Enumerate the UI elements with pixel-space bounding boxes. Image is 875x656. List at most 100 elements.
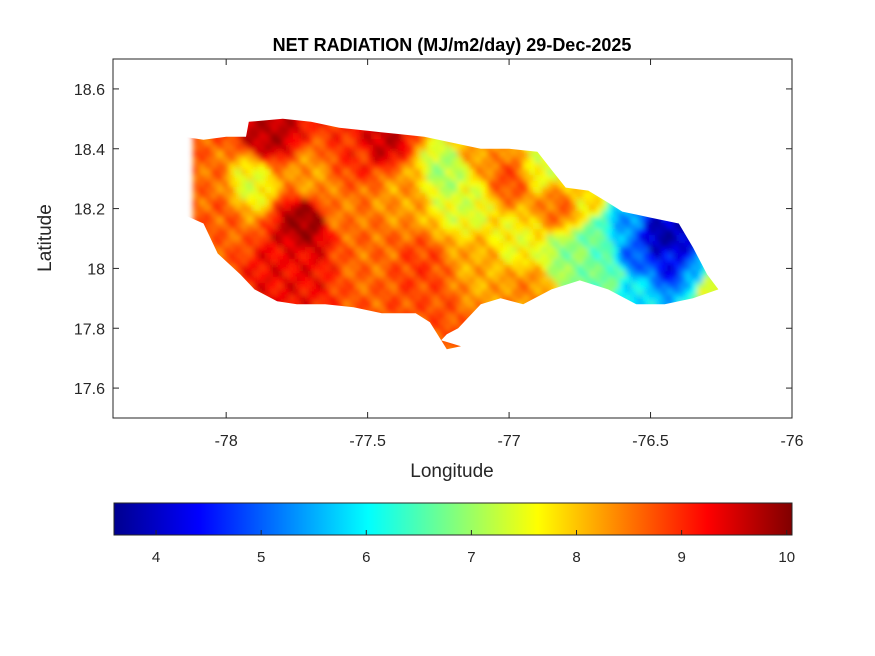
heatmap-cell — [613, 289, 620, 296]
heatmap-cell — [667, 289, 674, 296]
heatmap-cell — [397, 223, 404, 230]
heatmap-cell — [307, 295, 314, 302]
heatmap-cell — [415, 259, 422, 266]
heatmap-cell — [493, 289, 500, 296]
heatmap-cell — [475, 187, 482, 194]
heatmap-cell — [205, 157, 212, 164]
heatmap-cell — [373, 259, 380, 266]
heatmap-cell — [379, 217, 386, 224]
heatmap-cell — [301, 127, 308, 134]
heatmap-cell — [397, 271, 404, 278]
heatmap-cell — [319, 193, 326, 200]
heatmap-cell — [397, 235, 404, 242]
heatmap-cell — [505, 259, 512, 266]
heatmap-cell — [691, 259, 698, 266]
heatmap-cell — [613, 253, 620, 260]
heatmap-cell — [319, 217, 326, 224]
heatmap-cell — [499, 205, 506, 212]
heatmap-cell — [451, 325, 458, 332]
heatmap-cell — [367, 157, 374, 164]
heatmap-cell — [481, 247, 488, 254]
heatmap-cell — [463, 229, 470, 236]
heatmap-cell — [559, 277, 566, 284]
heatmap-cell — [433, 265, 440, 272]
heatmap-cell — [265, 163, 272, 170]
heatmap-cell — [235, 217, 242, 224]
heatmap-cell — [373, 187, 380, 194]
heatmap-cell — [337, 271, 344, 278]
heatmap-cell — [229, 253, 236, 260]
heatmap-cell — [361, 241, 368, 248]
heatmap-cell — [565, 253, 572, 260]
heatmap-cell — [409, 307, 416, 314]
heatmap-cell — [451, 277, 458, 284]
heatmap-cell — [253, 223, 260, 230]
heatmap-cell — [457, 199, 464, 206]
heatmap-cell — [361, 265, 368, 272]
heatmap-cell — [277, 217, 284, 224]
heatmap-cell — [223, 241, 230, 248]
heatmap-cell — [427, 175, 434, 182]
heatmap-cell — [343, 253, 350, 260]
heatmap-cell — [361, 127, 368, 134]
heatmap-cell — [571, 211, 578, 218]
heatmap-cell — [367, 133, 374, 140]
heatmap-cell — [445, 211, 452, 218]
heatmap-cell — [439, 193, 446, 200]
heatmap-cell — [229, 139, 236, 146]
heatmap-cell — [481, 271, 488, 278]
heatmap-cell — [325, 271, 332, 278]
heatmap-cell — [283, 265, 290, 272]
heatmap-cell — [433, 169, 440, 176]
heatmap-cell — [205, 181, 212, 188]
heatmap-cell — [367, 295, 374, 302]
heatmap-cell — [319, 133, 326, 140]
heatmap-cell — [307, 289, 314, 296]
heatmap-cell — [223, 163, 230, 170]
heatmap-cell — [523, 181, 530, 188]
heatmap-cell — [355, 133, 362, 140]
heatmap-cell — [619, 241, 626, 248]
heatmap-cell — [523, 199, 530, 206]
heatmap-cell — [529, 199, 536, 206]
heatmap-cell — [331, 223, 338, 230]
heatmap-cell — [553, 175, 560, 182]
heatmap-cell — [469, 259, 476, 266]
heatmap-cell — [307, 169, 314, 176]
heatmap-cell — [307, 151, 314, 158]
heatmap-cell — [451, 151, 458, 158]
heatmap-cell — [379, 163, 386, 170]
heatmap-cell — [313, 169, 320, 176]
heatmap-cell — [193, 163, 200, 170]
heatmap-cell — [445, 301, 452, 308]
heatmap-cell — [313, 247, 320, 254]
heatmap-cell — [475, 253, 482, 260]
heatmap-cell — [421, 265, 428, 272]
heatmap-cell — [595, 259, 602, 266]
heatmap-cell — [373, 235, 380, 242]
heatmap-cell — [439, 187, 446, 194]
heatmap-cell — [325, 139, 332, 146]
heatmap-cell — [385, 139, 392, 146]
heatmap-cell — [685, 247, 692, 254]
heatmap-cell — [643, 217, 650, 224]
heatmap-cell — [601, 217, 608, 224]
heatmap-cell — [355, 187, 362, 194]
heatmap-cell — [331, 157, 338, 164]
heatmap-cell — [373, 307, 380, 314]
heatmap-cell — [235, 241, 242, 248]
heatmap-cell — [331, 259, 338, 266]
heatmap-cell — [367, 223, 374, 230]
heatmap-cell — [421, 157, 428, 164]
heatmap-cell — [361, 229, 368, 236]
heatmap-cell — [379, 175, 386, 182]
heatmap-cell — [205, 229, 212, 236]
heatmap-cell — [421, 289, 428, 296]
heatmap-cell — [463, 289, 470, 296]
heatmap-cell — [307, 259, 314, 266]
heatmap-cell — [199, 199, 206, 206]
heatmap-cell — [409, 217, 416, 224]
heatmap-cell — [205, 211, 212, 218]
heatmap-cell — [331, 205, 338, 212]
